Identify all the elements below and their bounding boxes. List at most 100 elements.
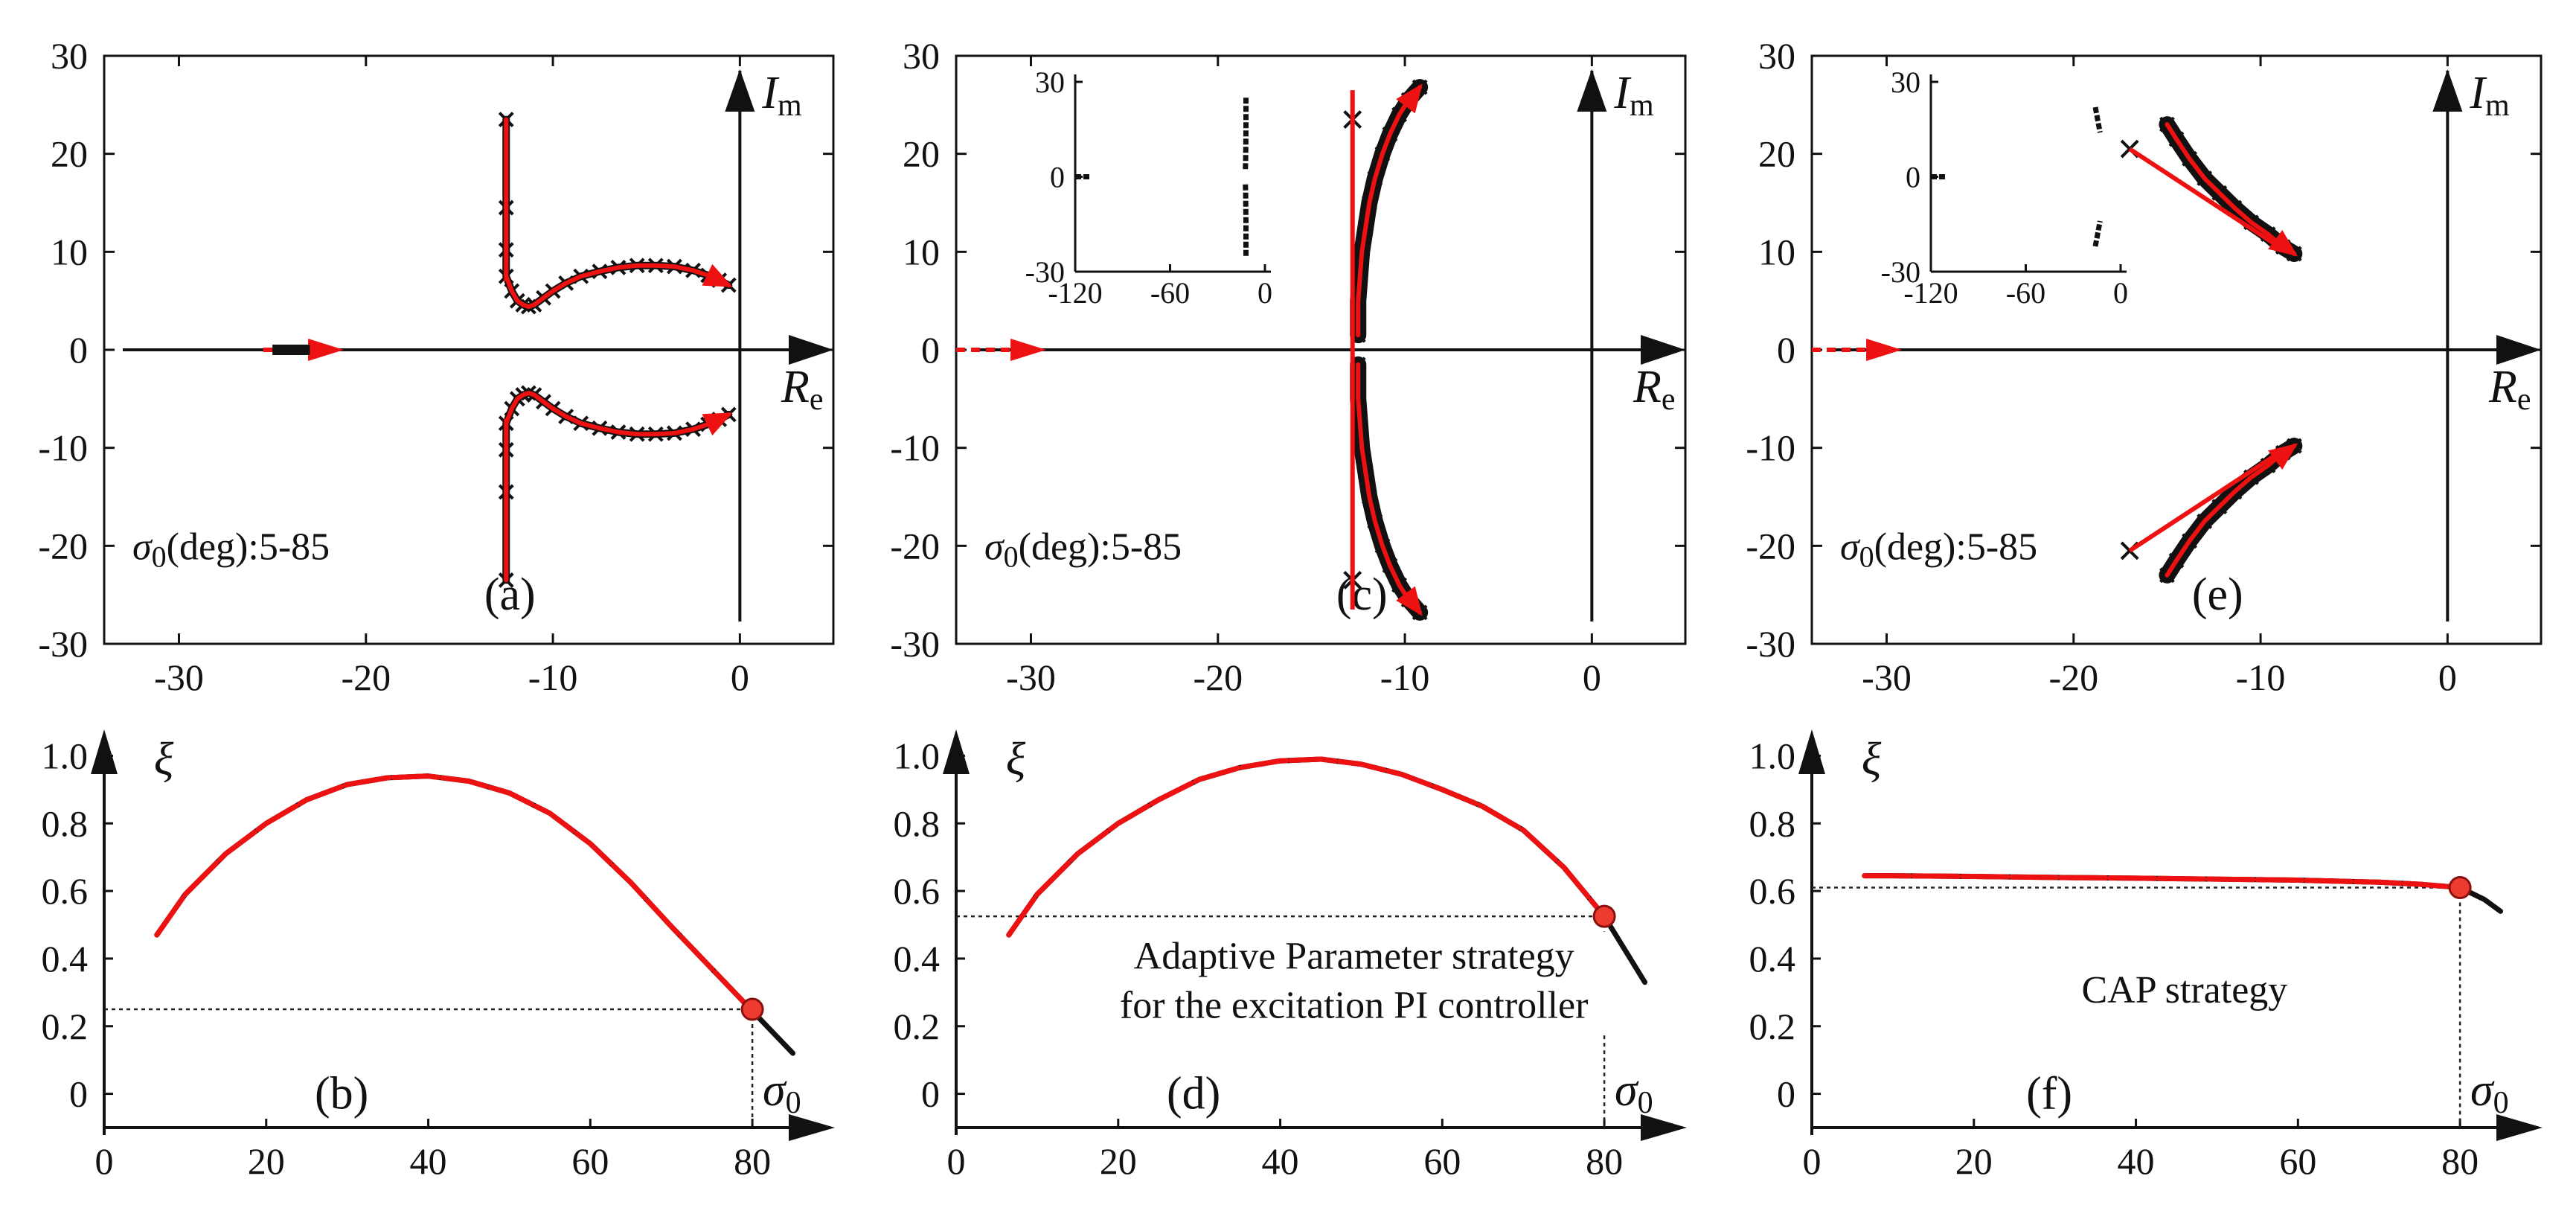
inset-x-tick-label: -120: [1048, 276, 1102, 310]
y-tick-label: 0: [69, 329, 88, 371]
y-tick-label: 0.6: [894, 870, 941, 912]
y-axis-arrowhead: [943, 729, 970, 774]
y-tick-label: 1.0: [1749, 735, 1796, 776]
imag-axis-label: Im: [2469, 68, 2510, 123]
inset-y-tick-label: 0: [1050, 161, 1065, 194]
real-axis-label: Re: [1633, 362, 1676, 417]
y-tick-label: 0.4: [894, 938, 941, 979]
y-axis-label-xi: ξ: [1862, 734, 1882, 784]
x-tick-label: 40: [2118, 1140, 2155, 1182]
imag-axis-label-sub: m: [2485, 89, 2510, 123]
real-axis-label: Re: [781, 362, 824, 417]
inset-y-tick-label: 0: [1906, 161, 1920, 194]
x-tick-label: 60: [1423, 1140, 1461, 1182]
locus-direction-arrowhead: [1396, 586, 1423, 616]
y-axis-arrowhead: [1798, 729, 1825, 774]
x-tick-label: -30: [1862, 656, 1912, 698]
inset-y-tick-label: -30: [1025, 255, 1065, 289]
locus-direction-arrowhead: [1396, 83, 1423, 114]
imag-axis-label: Im: [1613, 68, 1654, 123]
x-axis-arrowhead: [2496, 1114, 2543, 1141]
inset-x-tick-label: 0: [2113, 276, 2128, 310]
y-tick-label: 10: [51, 231, 88, 272]
x-axis-label-sigma-main: σ: [2470, 1065, 2495, 1116]
sigma-range-note: σ0(deg):5-85: [984, 525, 1182, 573]
sigma-symbol: σ: [984, 525, 1005, 568]
inset-root-trace: [2092, 220, 2103, 247]
real-axis-arrowhead: [789, 335, 833, 365]
locus-fit-upper: [504, 117, 731, 310]
sigma-range: (deg):5-85: [1874, 525, 2037, 568]
y-tick-label: 0.6: [42, 870, 89, 912]
y-tick-label: -30: [1746, 623, 1795, 665]
y-tick-label: 0: [1777, 1073, 1795, 1115]
operating-point: [740, 997, 764, 1021]
y-tick-label: 0.2: [42, 1006, 89, 1047]
imag-axis-arrowhead: [725, 69, 755, 112]
y-tick-label: 0: [1777, 329, 1795, 371]
root-locus-panel-a: -30 -20 -10 0-30-20-100102030ImReσ0(deg):5-…: [38, 35, 835, 698]
inset-x-tick-label: -60: [1150, 276, 1190, 310]
real-axis-label-sub: e: [2517, 383, 2531, 417]
real-axis-label-sub: e: [1662, 383, 1676, 417]
real-axis-label-sub: e: [810, 383, 824, 417]
real-trajectory-arrowhead: [308, 339, 345, 361]
x-axis-arrowhead: [1641, 1114, 1687, 1141]
locus-band-lower: [2159, 438, 2303, 584]
inset-y-tick-label: -30: [1881, 255, 1920, 289]
x-tick-label: 20: [1100, 1140, 1137, 1182]
inset-plot: -120 -60 0 -30 0 30: [1025, 65, 1272, 310]
x-tick-label: 0: [95, 1140, 114, 1182]
x-tick-label: 80: [734, 1140, 771, 1182]
y-tick-label: 0.4: [42, 938, 89, 979]
x-axis-label-sigma: σ0: [763, 1065, 801, 1120]
x-axis-label-sigma-sub: 0: [786, 1086, 801, 1120]
panel-label: (b): [315, 1069, 368, 1119]
y-tick-label: 0.2: [894, 1006, 941, 1047]
y-tick-label: 30: [1758, 35, 1795, 77]
y-tick-label: 20: [903, 133, 940, 175]
y-tick-label: -10: [1746, 427, 1795, 469]
damping-fit-curve: [1006, 756, 1607, 938]
locus-band-upper: [2159, 116, 2303, 262]
x-axis-label-sigma: σ0: [1615, 1065, 1653, 1120]
strategy-note-line: for the excitation PI controller: [1120, 985, 1589, 1027]
imag-axis-label-main: I: [761, 68, 780, 118]
operating-point: [2448, 876, 2472, 900]
x-tick-label: 20: [1955, 1140, 1993, 1182]
real-axis-arrowhead: [1641, 335, 1685, 365]
operating-point: [1592, 904, 1616, 928]
y-axis-label-xi: ξ: [154, 734, 174, 784]
panel-label: (d): [1167, 1069, 1220, 1119]
y-axis-arrowhead: [91, 729, 118, 774]
locus-direction-arrowhead: [702, 263, 733, 287]
locus-band-lower: [502, 389, 733, 584]
panel-label: (f): [2026, 1069, 2072, 1119]
y-tick-label: 30: [51, 35, 88, 77]
y-tick-label: 1.0: [42, 735, 89, 776]
y-tick-label: -20: [890, 525, 940, 566]
real-trajectory-arrowhead: [1866, 339, 1903, 361]
imag-axis-arrowhead: [2432, 69, 2463, 112]
x-tick-label: 60: [571, 1140, 609, 1182]
x-tick-label: 80: [2441, 1140, 2479, 1182]
imag-axis-label-main: I: [1613, 68, 1632, 118]
sigma-range: (deg):5-85: [167, 525, 330, 568]
sigma-sub: 0: [1004, 540, 1019, 573]
sigma-range-note: σ0(deg):5-85: [132, 525, 330, 573]
x-axis-arrowhead: [789, 1114, 835, 1141]
y-tick-label: 10: [1758, 231, 1795, 272]
x-tick-label: 0: [2438, 656, 2457, 698]
damping-curve: [154, 773, 796, 1056]
x-tick-label: 0: [947, 1140, 966, 1182]
imag-axis-label-sub: m: [1630, 89, 1654, 123]
x-axis-label-sigma: σ0: [2470, 1065, 2509, 1120]
locus-straight-fit: [2128, 450, 2281, 553]
y-axis-label-xi: ξ: [1006, 734, 1026, 784]
x-tick-label: 0: [1803, 1140, 1822, 1182]
y-tick-label: 0.8: [42, 802, 89, 844]
y-tick-label: 0.4: [1749, 938, 1796, 979]
locus-straight-fit: [2128, 147, 2281, 249]
real-axis-label-main: R: [1633, 362, 1662, 412]
